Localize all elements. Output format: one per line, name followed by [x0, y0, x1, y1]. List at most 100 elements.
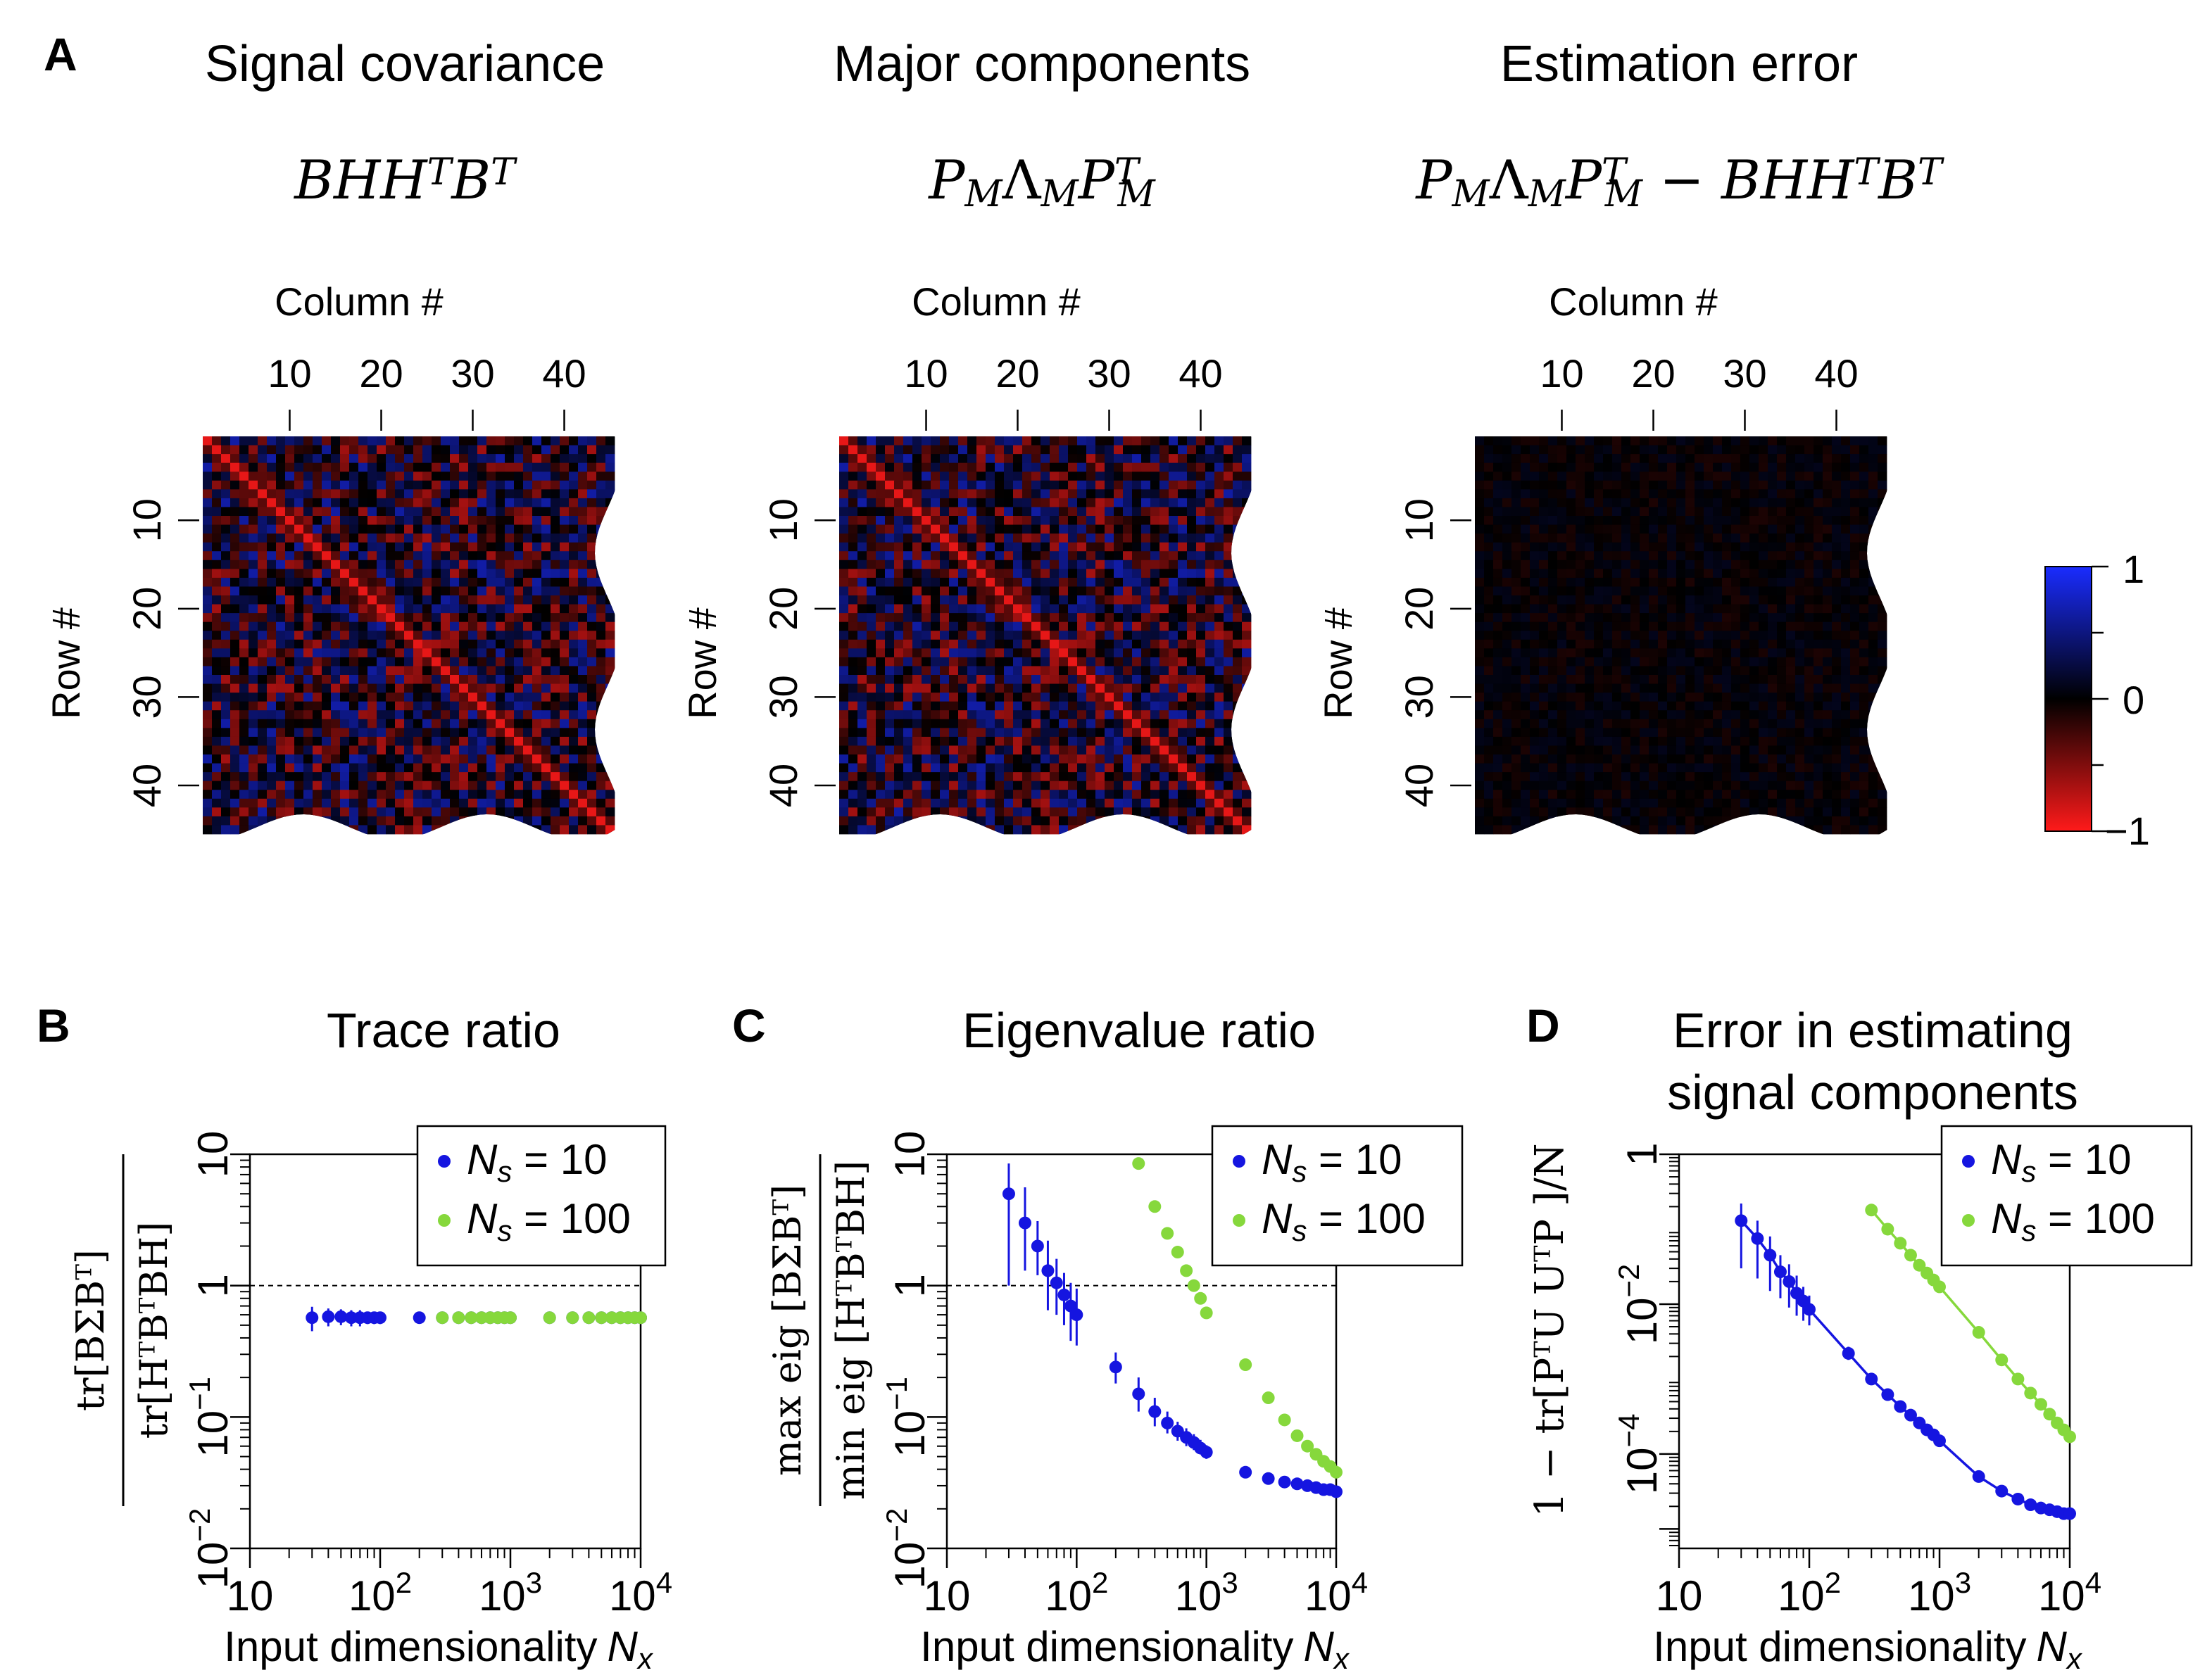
chart-title: Eigenvalue ratio	[962, 1003, 1316, 1058]
data-point	[334, 1310, 348, 1323]
col-tick-label: 40	[1178, 351, 1222, 396]
data-point	[1290, 1477, 1304, 1491]
series-ns-100	[1132, 1157, 1343, 1479]
data-point	[566, 1311, 579, 1325]
data-point	[1330, 1465, 1343, 1479]
plot-frame	[1678, 1153, 2071, 1550]
heatmap-estimation-error: Estimation error PMΛMPT M − BHHTBT Column #…	[1316, 36, 1944, 835]
y-tick-label: 10−2	[880, 1508, 934, 1589]
data-point	[306, 1311, 319, 1325]
heatmap-major-components: Major components PMΛMPT M Column # 10 20 30 40 R…	[680, 36, 1252, 835]
colorbar-label-min: −1	[2105, 809, 2150, 853]
x-tick-label: 104	[1305, 1566, 1368, 1619]
heatmap-cells	[1475, 436, 1887, 835]
panel-letter-a: A	[44, 28, 77, 80]
legend: Ns = 10 Ns = 100	[1211, 1125, 1464, 1267]
x-tick-label: 10	[1656, 1572, 1703, 1619]
data-point	[1109, 1360, 1122, 1374]
data-point	[1803, 1303, 1816, 1316]
data-point	[1764, 1249, 1777, 1262]
data-point	[1278, 1475, 1291, 1489]
data-point	[1751, 1232, 1764, 1245]
data-point	[413, 1311, 426, 1325]
col-tick-label: 20	[1631, 351, 1675, 396]
data-point	[1262, 1472, 1275, 1485]
y-tick-label: 10	[886, 1131, 934, 1178]
data-point	[1865, 1372, 1878, 1386]
y-label-denominator: min eig [HᵀBᵀBH]	[829, 1161, 873, 1500]
data-point	[1132, 1387, 1145, 1401]
data-point	[1239, 1465, 1252, 1479]
data-point	[1132, 1157, 1145, 1170]
data-point	[1278, 1413, 1291, 1427]
heatmap-formula: PMΛMPT M	[927, 149, 1156, 215]
data-point	[1148, 1200, 1162, 1213]
data-point	[1995, 1484, 2009, 1498]
legend-entry: Ns = 100	[1991, 1195, 2155, 1247]
y-tick-label: 10−4	[1612, 1414, 1666, 1495]
series-ns-10	[1735, 1204, 2076, 1520]
data-point	[1330, 1485, 1343, 1498]
data-point	[605, 1311, 618, 1325]
x-tick-label: 103	[1175, 1566, 1238, 1619]
data-point	[1972, 1326, 1985, 1339]
row-tick-label: 40	[125, 764, 169, 807]
col-tick-label: 40	[542, 351, 586, 396]
data-point	[2034, 1398, 2047, 1411]
data-point	[465, 1311, 478, 1325]
x-tick-label: 10	[227, 1572, 274, 1619]
legend-entry: Ns = 10	[1991, 1136, 2131, 1188]
data-point	[1041, 1264, 1055, 1277]
series-ns-100	[436, 1311, 647, 1325]
data-point	[1050, 1276, 1063, 1289]
data-point	[2011, 1492, 2025, 1505]
row-axis-label: Row #	[44, 607, 88, 719]
row-tick-label: 10	[1397, 498, 1441, 542]
data-point	[474, 1311, 488, 1325]
y-tick-label: 10−2	[1612, 1264, 1666, 1345]
data-point	[1161, 1416, 1174, 1429]
col-tick-label: 30	[451, 351, 494, 396]
col-tick-label: 10	[268, 351, 311, 396]
x-tick-label: 103	[1908, 1566, 1971, 1619]
row-axis-label: Row #	[680, 607, 724, 719]
data-point	[1262, 1391, 1275, 1405]
heatmap-cells	[203, 436, 615, 835]
legend-entry: Ns = 10	[1262, 1136, 1402, 1188]
col-tick-label: 20	[995, 351, 1039, 396]
data-point	[1200, 1306, 1213, 1320]
data-point	[1194, 1291, 1207, 1305]
legend-marker	[438, 1155, 451, 1168]
col-tick-label: 30	[1087, 351, 1131, 396]
data-point	[1018, 1216, 1031, 1230]
panel-letter-b: B	[37, 999, 70, 1051]
legend-entry: Ns = 100	[1262, 1195, 1426, 1247]
col-tick-label: 10	[904, 351, 948, 396]
y-tick-label: 10−1	[183, 1377, 237, 1458]
y-label-numerator: max eig [BΣBᵀ]	[765, 1185, 810, 1476]
data-point	[1894, 1237, 1907, 1250]
data-point	[1180, 1264, 1193, 1277]
data-point	[1031, 1239, 1044, 1253]
legend-entry: Ns = 10	[467, 1136, 607, 1188]
legend-marker	[438, 1214, 451, 1227]
data-point	[1070, 1308, 1083, 1322]
data-point	[1148, 1405, 1162, 1418]
data-point	[1171, 1246, 1184, 1259]
col-tick-label: 20	[359, 351, 403, 396]
data-point	[595, 1311, 608, 1325]
legend-marker	[1962, 1155, 1975, 1168]
colorbar: 1 0 −1	[2044, 547, 2150, 853]
heatmap-formula: PMΛMPT M − BHHTBT	[1414, 149, 1944, 215]
data-point	[322, 1310, 335, 1323]
y-tick-label: 10	[189, 1131, 237, 1178]
chart-title: Trace ratio	[327, 1003, 560, 1058]
data-point	[374, 1311, 386, 1325]
y-tick-label: 1	[886, 1274, 934, 1297]
data-point	[1881, 1388, 1894, 1401]
y-label-denominator: tr[HᵀBᵀBH]	[132, 1222, 176, 1439]
x-tick-label: 10	[924, 1572, 971, 1619]
heatmap-title: Signal covariance	[205, 36, 605, 92]
